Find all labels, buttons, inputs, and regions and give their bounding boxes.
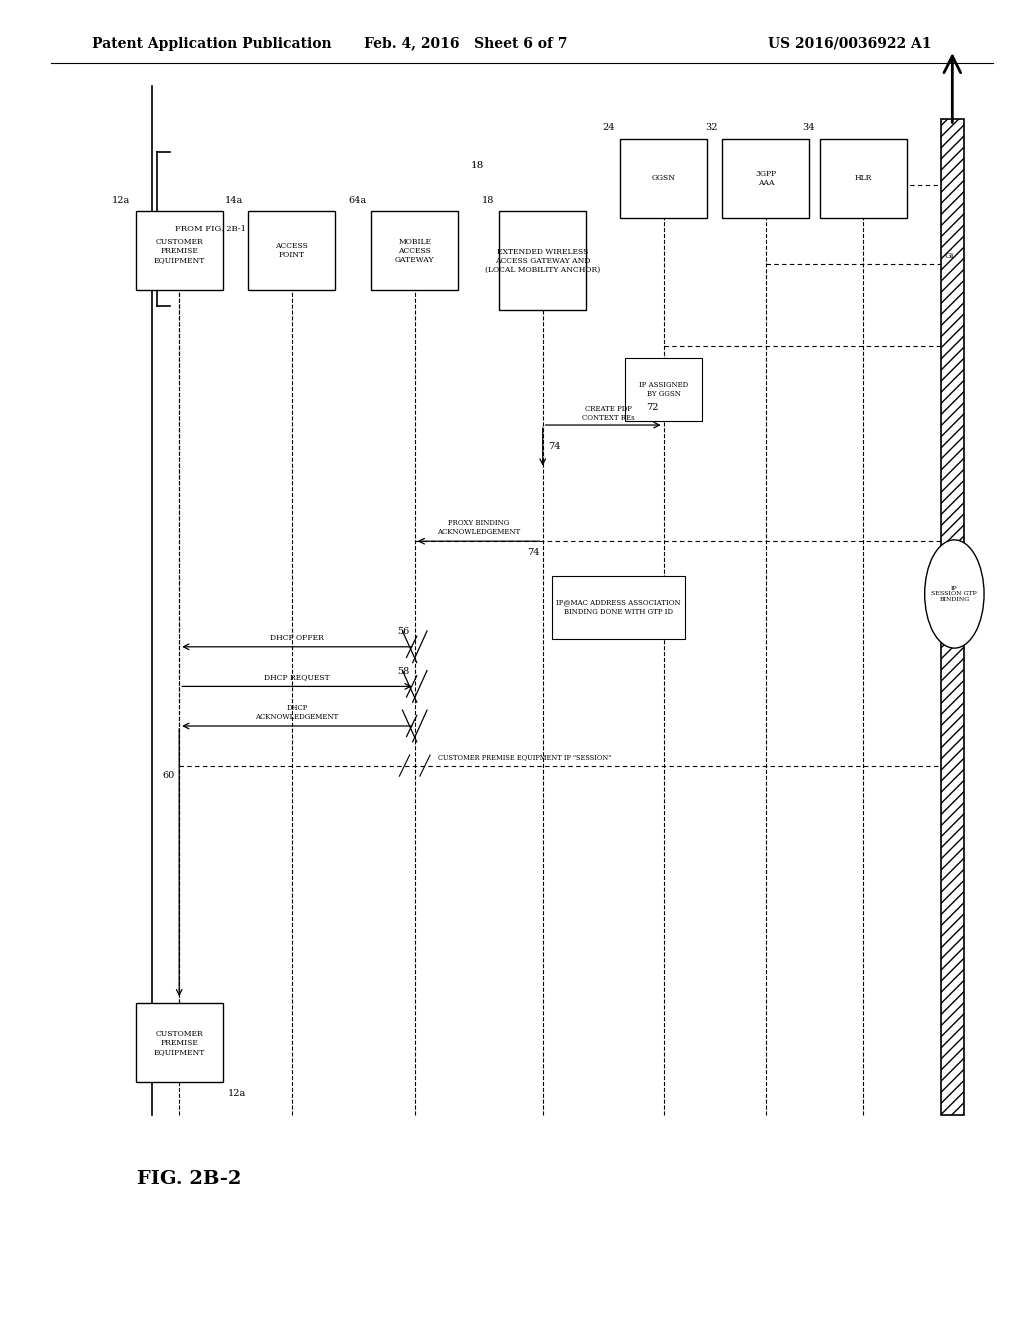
Text: 32: 32 (705, 123, 717, 132)
Text: DHCP
ACKNOWLEDGEMENT: DHCP ACKNOWLEDGEMENT (255, 704, 339, 721)
Text: 72: 72 (646, 403, 658, 412)
Bar (500, 211, 586, 310)
Bar (819, 139, 907, 218)
Text: FIG. 2B-2: FIG. 2B-2 (137, 1170, 242, 1188)
Text: Feb. 4, 2016   Sheet 6 of 7: Feb. 4, 2016 Sheet 6 of 7 (365, 37, 567, 50)
Text: MOBILE
ACCESS
GATEWAY: MOBILE ACCESS GATEWAY (395, 238, 434, 264)
Bar (248, 211, 335, 290)
Text: 56: 56 (397, 627, 410, 636)
Text: IP ASSIGNED
BY GGSN: IP ASSIGNED BY GGSN (639, 380, 688, 399)
Text: EXTENDED WIRELESS
ACCESS GATEWAY AND
(LOCAL MOBILITY ANCHOR): EXTENDED WIRELESS ACCESS GATEWAY AND (LO… (485, 248, 600, 275)
Ellipse shape (925, 540, 984, 648)
Bar (135, 211, 222, 290)
Text: Gi: Gi (944, 252, 953, 260)
Text: CUSTOMER PREMISE EQUIPMENT IP "SESSION": CUSTOMER PREMISE EQUIPMENT IP "SESSION" (438, 754, 611, 762)
Bar (135, 1003, 222, 1082)
Text: GTP TUNNEL: GTP TUNNEL (948, 550, 956, 605)
Text: 74: 74 (548, 442, 560, 451)
Text: 24: 24 (602, 123, 614, 132)
Bar (552, 576, 685, 639)
Text: 60: 60 (163, 771, 175, 780)
Text: 12a: 12a (113, 195, 130, 205)
Bar (941, 119, 964, 1115)
Text: CREATE PDP
CONTEXT REs: CREATE PDP CONTEXT REs (582, 405, 635, 422)
Text: 12a: 12a (227, 1089, 246, 1098)
Text: GGSN: GGSN (651, 174, 676, 182)
Text: PROXY BINDING
ACKNOWLEDGEMENT: PROXY BINDING ACKNOWLEDGEMENT (437, 519, 520, 536)
Text: DHCP REQUEST: DHCP REQUEST (264, 673, 330, 681)
Text: 34: 34 (802, 123, 815, 132)
Text: 74: 74 (527, 548, 540, 557)
Text: Patent Application Publication: Patent Application Publication (92, 37, 332, 50)
Text: DHCP OFFER: DHCP OFFER (270, 634, 324, 642)
Bar (723, 139, 809, 218)
Bar (621, 139, 707, 218)
Text: FROM FIG. 2B-1: FROM FIG. 2B-1 (175, 224, 246, 234)
Text: 18: 18 (481, 195, 495, 205)
Text: CUSTOMER
PREMISE
EQUIPMENT: CUSTOMER PREMISE EQUIPMENT (154, 238, 205, 264)
Text: 58: 58 (397, 667, 410, 676)
Text: CUSTOMER
PREMISE
EQUIPMENT: CUSTOMER PREMISE EQUIPMENT (154, 1030, 205, 1056)
Text: IP
SESSION GTP
BINDING: IP SESSION GTP BINDING (932, 586, 977, 602)
Bar (625, 358, 702, 421)
Text: ACCESS
POINT: ACCESS POINT (275, 242, 308, 260)
Text: 14a: 14a (225, 195, 243, 205)
Bar (372, 211, 459, 290)
Text: IP@MAC ADDRESS ASSOCIATION
BINDING DONE WITH GTP ID: IP@MAC ADDRESS ASSOCIATION BINDING DONE … (556, 598, 681, 616)
Text: 18: 18 (471, 161, 484, 169)
Text: 3GPP
AAA: 3GPP AAA (756, 169, 776, 187)
Text: US 2016/0036922 A1: US 2016/0036922 A1 (768, 37, 932, 50)
Text: HLR: HLR (855, 174, 871, 182)
Text: 64a: 64a (348, 195, 367, 205)
